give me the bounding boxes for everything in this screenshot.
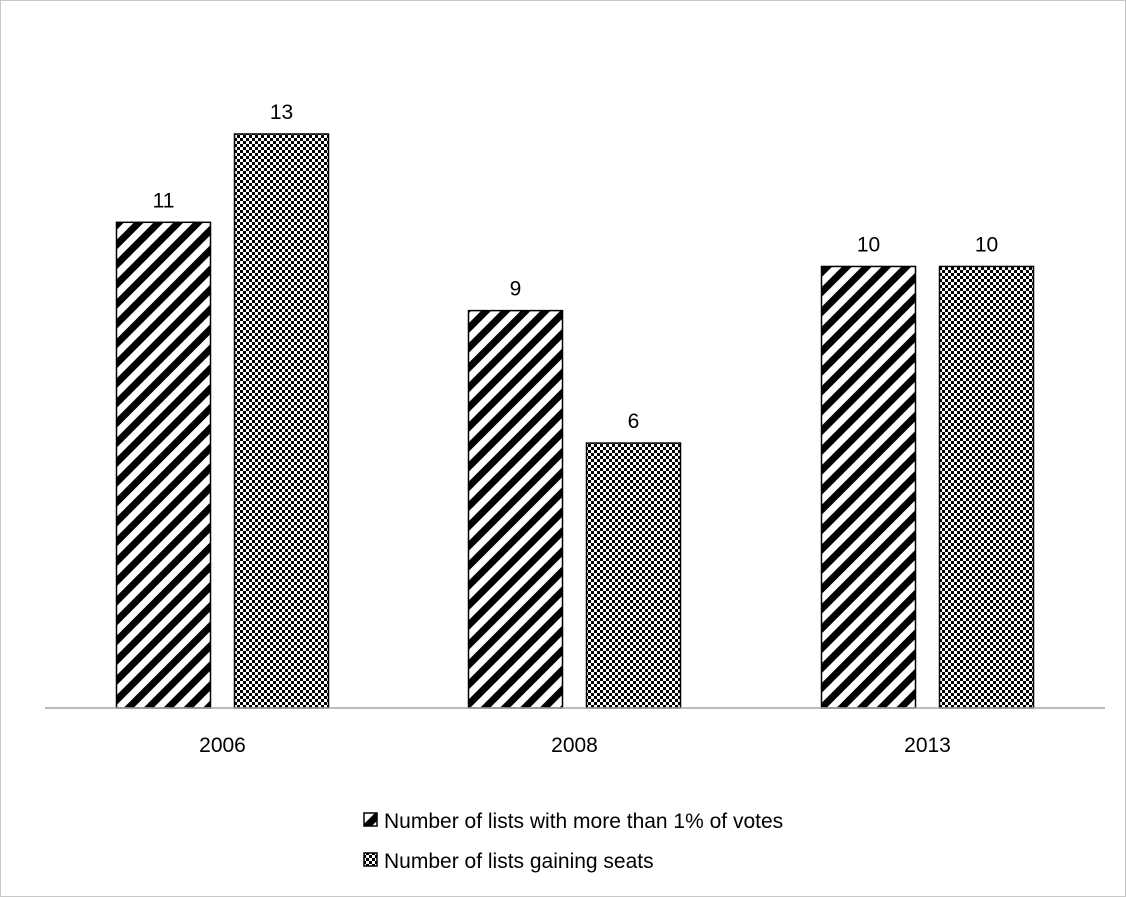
- value-label-seats-2008: 6: [628, 410, 640, 433]
- legend-swatch-seats: [363, 852, 378, 867]
- value-label-votes-2008: 9: [510, 278, 522, 301]
- x-tick-label-2006: 2006: [199, 734, 246, 757]
- legend-label-votes: Number of lists with more than 1% of vot…: [384, 810, 783, 833]
- value-label-votes-2006: 11: [153, 189, 175, 212]
- legend-swatch-votes: [363, 812, 378, 827]
- category-labels-layer: 2006 2008 2013: [199, 734, 951, 757]
- legend: Number of lists with more than 1% of vot…: [363, 810, 783, 873]
- bars-layer: [115, 133, 1035, 709]
- bar-seats-2008: [585, 442, 682, 709]
- x-tick-label-2013: 2013: [904, 734, 951, 757]
- value-label-votes-2013: 10: [857, 233, 880, 256]
- bar-votes-2008: [467, 309, 564, 709]
- legend-label-seats: Number of lists gaining seats: [384, 850, 654, 873]
- bar-votes-2006: [115, 221, 212, 709]
- x-tick-label-2008: 2008: [551, 734, 598, 757]
- value-label-seats-2013: 10: [975, 233, 998, 256]
- value-labels-layer: 11 9 10 13 6 10: [153, 101, 999, 433]
- value-label-seats-2006: 13: [270, 101, 293, 124]
- bar-seats-2006: [233, 133, 330, 709]
- bar-votes-2013: [820, 265, 917, 709]
- bar-seats-2013: [938, 265, 1035, 709]
